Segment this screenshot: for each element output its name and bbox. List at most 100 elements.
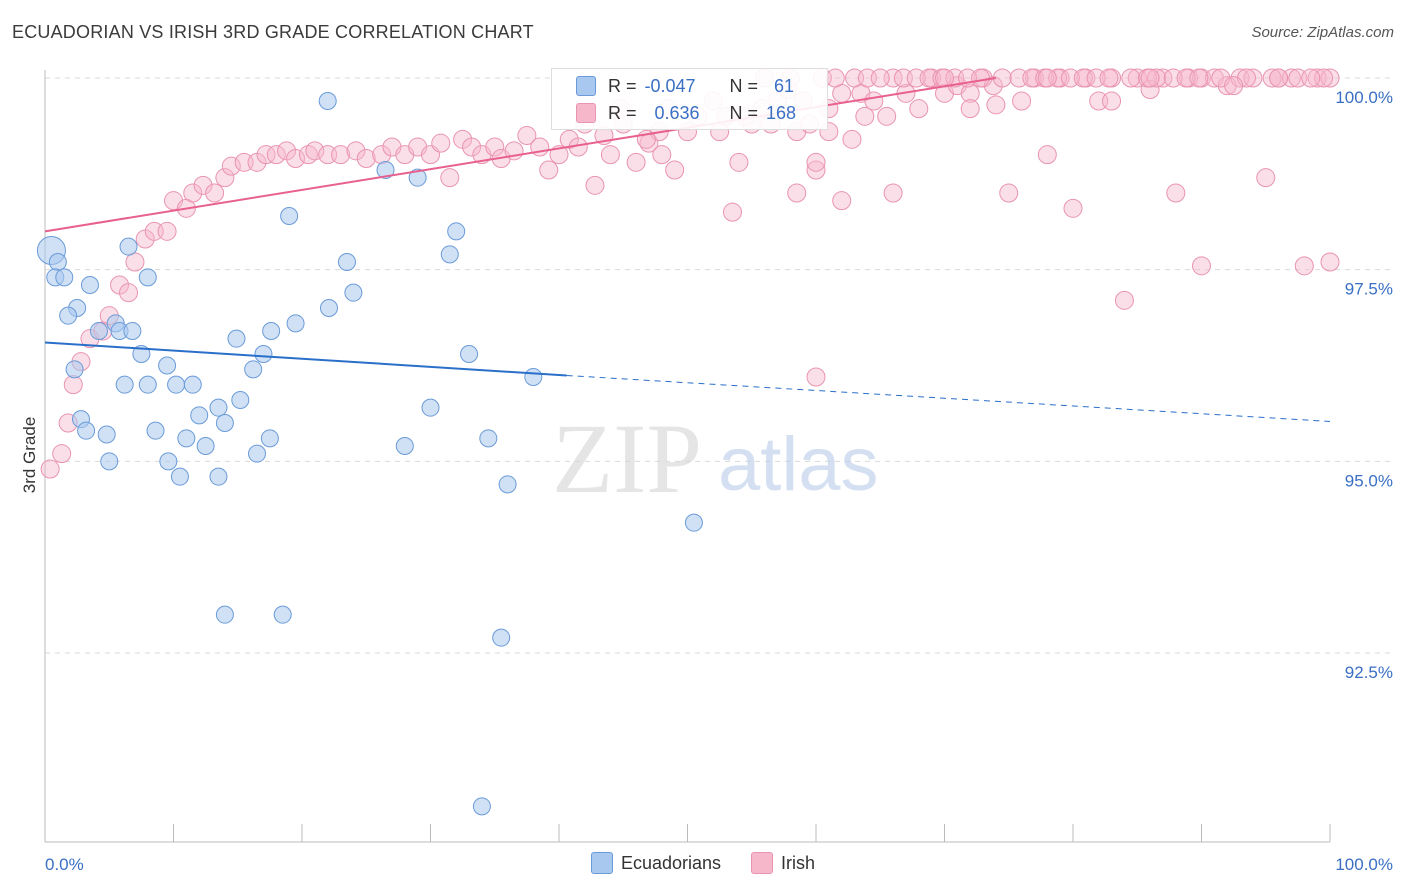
ecuadorian-point: [146, 421, 165, 440]
ecuadorian-point: [344, 283, 363, 302]
ecuadorian-point: [472, 797, 491, 816]
ecuadorian-point: [209, 398, 228, 417]
irish-point: [205, 183, 225, 203]
irish-point: [1189, 68, 1209, 88]
ecuadorian-trend-line: [44, 341, 567, 377]
irish-point: [855, 106, 875, 126]
irish-point: [600, 145, 620, 165]
ecuadorian-point: [80, 276, 99, 294]
ecuadorian-point: [479, 429, 498, 448]
stats-swatch-blue: [576, 76, 596, 96]
irish-point: [431, 133, 451, 153]
irish-point: [970, 68, 990, 88]
ecuadorian-point: [254, 345, 273, 363]
irish-point: [877, 106, 897, 126]
irish-point: [52, 444, 72, 464]
irish-point: [825, 68, 845, 88]
legend-label: Ecuadorians: [620, 852, 722, 873]
ecuadorian-point: [376, 161, 395, 179]
y-tick-label: 95.0%: [1345, 471, 1393, 490]
irish-point: [539, 160, 559, 180]
ecuadorian-point: [115, 375, 134, 394]
irish-trend-line: [44, 77, 997, 233]
ecuadorian-point: [100, 452, 119, 471]
ecuadorian-point: [190, 406, 209, 425]
irish-point: [806, 152, 826, 172]
ecuadorian-point: [260, 429, 279, 448]
ecuadorian-point: [262, 322, 281, 340]
ecuadorian-point: [440, 245, 459, 264]
ecuadorian-point: [286, 314, 305, 333]
watermark: ZIP atlas: [552, 403, 879, 514]
irish-point: [440, 168, 460, 188]
irish-point: [960, 83, 980, 103]
ecuadorian-points: [36, 92, 703, 816]
irish-point: [1256, 168, 1276, 188]
irish-point: [992, 68, 1012, 88]
irish-point: [842, 129, 862, 149]
legend-swatch-blue: [590, 852, 613, 874]
ecuadorian-point: [97, 425, 116, 444]
stats-row-irish: R = 0.636 N = 168: [576, 100, 796, 126]
irish-point: [286, 149, 306, 168]
ecuadorian-point: [337, 253, 356, 271]
irish-point: [305, 141, 325, 161]
irish-point: [157, 221, 177, 241]
stats-row-ecuadorians: R = -0.047 N = 61: [576, 73, 794, 99]
irish-point: [119, 283, 139, 303]
ecuadorian-point: [447, 222, 466, 241]
chart-source: Source: ZipAtlas.com: [1251, 24, 1394, 41]
irish-point: [1099, 68, 1119, 88]
irish-point: [1140, 80, 1160, 99]
irish-point: [1320, 252, 1340, 272]
irish-point: [517, 126, 537, 145]
ecuadorian-point: [138, 375, 157, 394]
stats-r-value: 0.636: [654, 102, 700, 123]
irish-point: [999, 183, 1019, 203]
y-tick-label: 92.5%: [1345, 663, 1393, 682]
ecuadorian-point: [408, 168, 427, 187]
irish-point: [221, 156, 241, 176]
stats-r-label: R =: [608, 102, 637, 123]
trend-lines: [44, 77, 1331, 422]
x-tick-label: 100.0%: [1335, 855, 1393, 874]
irish-point: [1147, 68, 1167, 88]
ecuadorian-point: [395, 437, 414, 455]
ecuadorian-point: [123, 322, 142, 340]
stats-swatch-pink: [576, 103, 596, 123]
gridlines: [45, 77, 1395, 654]
irish-point: [832, 191, 852, 211]
watermark-atlas: atlas: [718, 422, 879, 507]
irish-point: [1294, 256, 1314, 276]
irish-point: [1140, 68, 1160, 88]
stats-r-value: -0.047: [644, 75, 696, 96]
ecuadorian-point: [498, 475, 517, 494]
irish-point: [652, 145, 672, 165]
ecuadorian-point: [421, 398, 440, 417]
x-tick-label: 0.0%: [45, 855, 84, 874]
irish-point: [1166, 183, 1186, 203]
ecuadorian-point: [460, 345, 479, 363]
irish-point: [256, 145, 276, 165]
ecuadorian-point: [273, 605, 292, 624]
ecuadorian-point: [248, 444, 267, 463]
irish-point: [729, 152, 749, 172]
irish-point: [986, 95, 1006, 115]
irish-point: [1192, 256, 1211, 276]
irish-point: [1102, 91, 1122, 111]
ecuadorian-point: [183, 375, 202, 394]
ecuadorian-point: [138, 268, 157, 287]
ecuadorian-point: [684, 513, 703, 532]
stats-n-label: N =: [729, 75, 759, 96]
ecuadorian-point: [280, 207, 299, 225]
irish-point: [1012, 91, 1032, 111]
ecuadorian-point: [524, 368, 543, 386]
ecuadorian-point: [244, 360, 263, 379]
ecuadorian-point: [158, 356, 177, 375]
ecuadorian-point: [55, 268, 74, 287]
ecuadorian-point: [119, 237, 138, 256]
chart-legend: Ecuadorians Irish: [0, 852, 1406, 874]
ecuadorian-point: [170, 467, 189, 486]
irish-point: [266, 145, 286, 165]
ecuadorian-point: [65, 360, 84, 379]
